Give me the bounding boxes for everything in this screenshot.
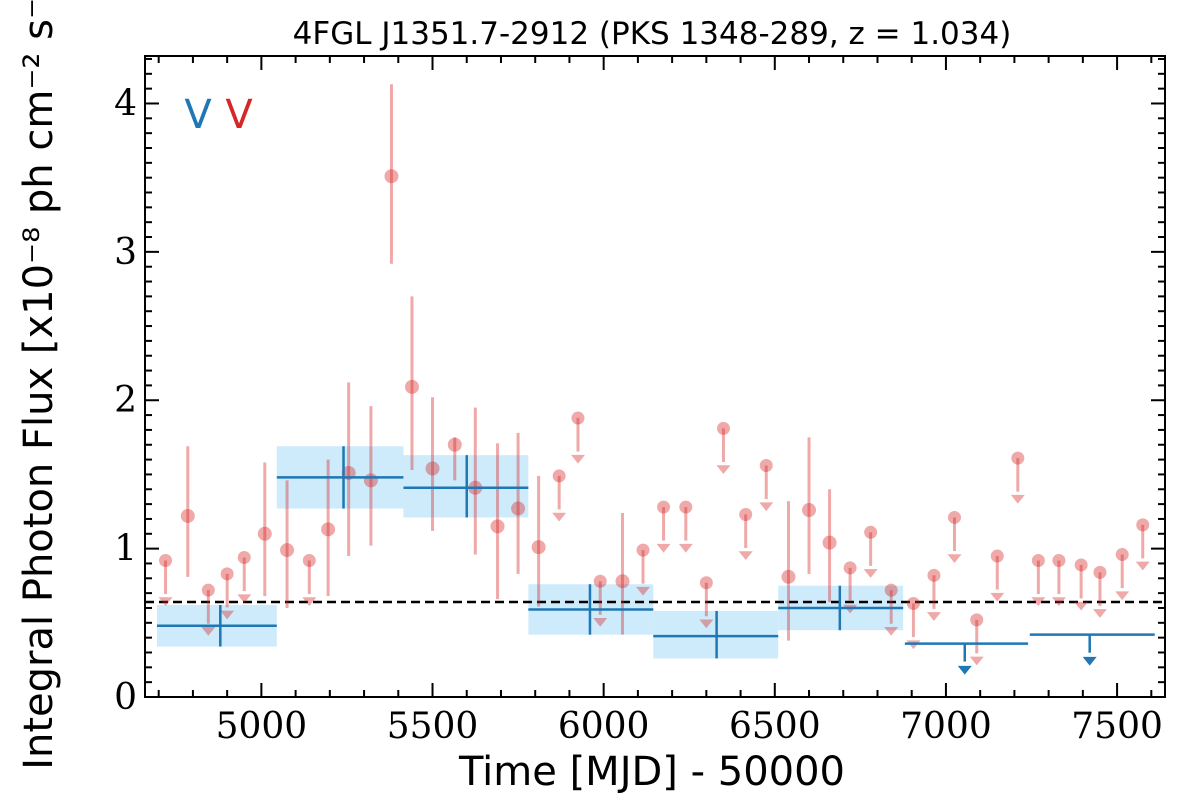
x-axis-label: Time [MJD] - 50000 xyxy=(458,749,845,795)
upper-limit-point xyxy=(302,553,316,567)
upper-limit-arrow xyxy=(738,551,753,561)
upper-limit-point xyxy=(1052,553,1066,567)
upper-limit-point xyxy=(1136,518,1150,532)
data-point xyxy=(363,473,378,488)
data-point xyxy=(781,569,796,584)
upper-limit-point xyxy=(1031,553,1045,567)
upper-limit-point xyxy=(990,549,1004,563)
y-tick-label: 3 xyxy=(114,232,137,273)
upper-limit-point xyxy=(864,525,878,539)
upper-limit-arrow xyxy=(1051,597,1066,607)
upper-limit-arrow xyxy=(716,465,731,474)
y-tick-label: 0 xyxy=(114,677,137,718)
bin-upper-limit-arrow xyxy=(1082,656,1097,666)
data-point xyxy=(180,508,195,523)
upper-limit-arrow xyxy=(678,543,693,553)
upper-limit-point xyxy=(759,459,773,473)
upper-limit-point xyxy=(927,568,941,582)
y-tick-label: 4 xyxy=(114,83,137,124)
upper-limit-arrow xyxy=(237,594,252,604)
data-point xyxy=(384,169,399,184)
chart-title: 4FGL J1351.7-2912 (PKS 1348-289, z = 1.0… xyxy=(293,16,1012,52)
upper-limit-arrow xyxy=(947,554,962,564)
upper-limit-arrow xyxy=(1092,609,1107,618)
upper-limit-arrow xyxy=(552,512,567,522)
x-tick-label: 6500 xyxy=(729,706,821,747)
data-point xyxy=(280,543,295,558)
upper-limit-point xyxy=(571,411,585,425)
data-point xyxy=(490,519,505,534)
legend-marker: V xyxy=(184,92,212,138)
upper-limit-point xyxy=(716,421,730,435)
upper-limit-point xyxy=(699,576,713,590)
upper-limit-point xyxy=(843,561,857,575)
upper-limit-point xyxy=(906,597,920,611)
data-point xyxy=(531,540,546,555)
plot-frame xyxy=(144,55,1166,698)
upper-limit-arrow xyxy=(1010,494,1025,504)
upper-limit-arrow xyxy=(1115,591,1130,601)
upper-limit-arrow xyxy=(699,619,714,629)
upper-limit-point xyxy=(657,500,671,514)
upper-limit-arrow xyxy=(201,626,216,636)
upper-limit-point xyxy=(739,507,753,521)
upper-limit-arrow xyxy=(1135,561,1150,571)
upper-limit-point xyxy=(679,500,693,514)
upper-limit-point xyxy=(237,551,251,565)
upper-limit-arrow xyxy=(759,502,774,512)
upper-limit-arrow xyxy=(1031,597,1046,607)
data-point xyxy=(802,503,817,518)
x-tick-label: 6000 xyxy=(558,706,650,747)
upper-limit-arrow xyxy=(926,612,941,621)
x-tick-label: 5000 xyxy=(216,706,308,747)
upper-limit-point xyxy=(947,510,961,524)
data-point xyxy=(615,574,630,589)
data-point xyxy=(822,535,837,550)
data-point xyxy=(447,437,462,452)
upper-limit-point xyxy=(159,553,173,567)
upper-limit-point xyxy=(552,469,566,483)
upper-limit-arrow xyxy=(302,597,317,607)
upper-limit-point xyxy=(1074,558,1088,572)
upper-limit-arrow xyxy=(863,569,878,578)
upper-limit-arrow xyxy=(656,543,671,553)
y-tick-label: 2 xyxy=(114,380,137,421)
upper-limit-arrow xyxy=(1074,601,1089,611)
upper-limit-point xyxy=(593,574,607,588)
data-point xyxy=(511,501,526,516)
upper-limit-arrow xyxy=(220,610,235,620)
data-point xyxy=(425,461,440,476)
upper-limit-arrow xyxy=(884,626,899,636)
upper-limit-point xyxy=(1115,548,1129,562)
plot-area: 5000 5500 6000 6500 7000 7500 0 1 2 3 4 V V xyxy=(114,55,1166,747)
data-point xyxy=(257,526,272,541)
x-tick-label: 7500 xyxy=(1071,706,1163,747)
x-tick-label: 7000 xyxy=(900,706,992,747)
upper-limit-point xyxy=(884,583,898,597)
upper-limit-arrow xyxy=(593,618,608,627)
upper-limit-arrow xyxy=(969,656,984,666)
upper-limit-arrow xyxy=(570,454,585,464)
data-point xyxy=(404,379,419,394)
upper-limit-point xyxy=(1011,451,1025,465)
upper-limit-point xyxy=(220,567,234,581)
upper-limit-arrow xyxy=(990,592,1005,602)
upper-limit-point xyxy=(1093,565,1107,579)
legend-marker: V xyxy=(225,92,253,138)
bin-upper-limit-arrow xyxy=(957,665,972,675)
y-axis-label: Integral Photon Flux [x10⁻⁸ ph cm⁻² s⁻¹] xyxy=(16,0,62,770)
upper-limit-arrow xyxy=(158,597,173,607)
upper-limit-point xyxy=(970,613,984,627)
upper-limit-point xyxy=(201,583,215,597)
upper-limit-arrow xyxy=(636,586,651,596)
data-point xyxy=(321,522,336,537)
y-tick-label: 1 xyxy=(114,529,137,570)
upper-limit-point xyxy=(636,543,650,557)
x-tick-label: 5500 xyxy=(387,706,479,747)
